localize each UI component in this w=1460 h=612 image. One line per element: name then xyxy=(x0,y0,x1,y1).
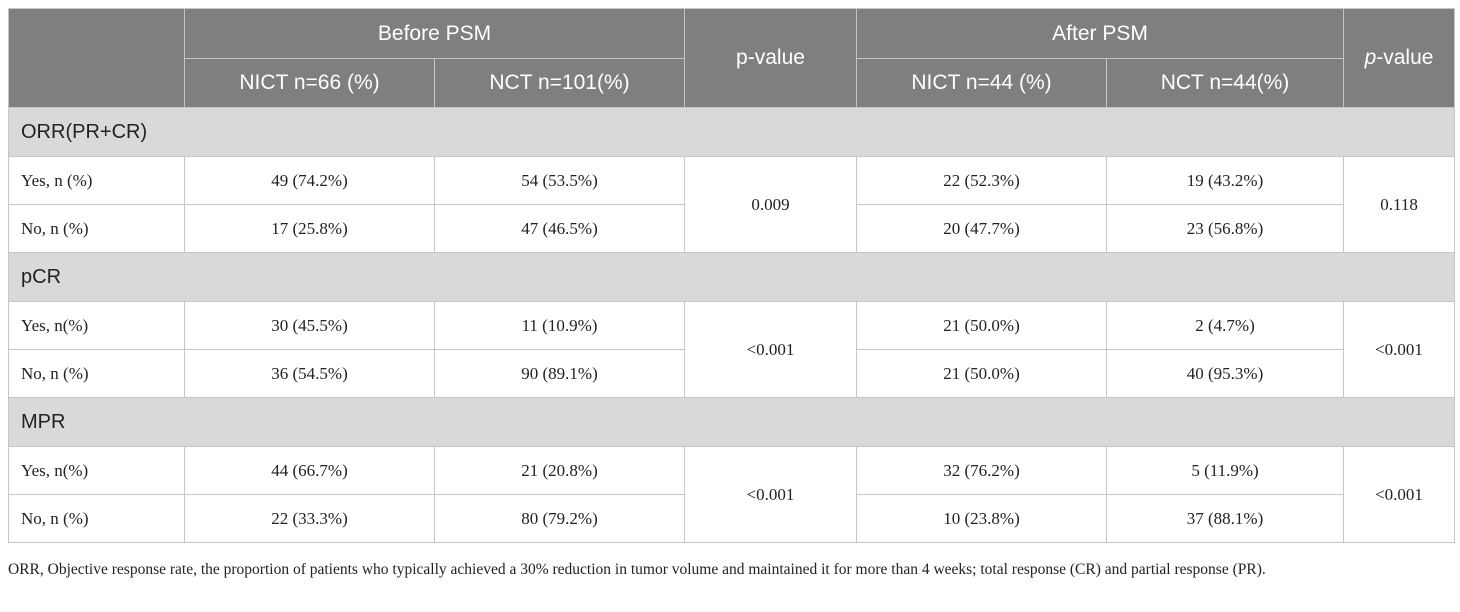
cell-nict-before: 49 (74.2%) xyxy=(184,156,435,205)
cell-nict-before: 44 (66.7%) xyxy=(184,446,435,495)
section-row-orr: ORR(PR+CR) xyxy=(7,107,1456,157)
table-row: No, n (%) 22 (33.3%) 80 (79.2%) 10 (23.8… xyxy=(8,494,1455,543)
table-row: No, n (%) 36 (54.5%) 90 (89.1%) 21 (50.0… xyxy=(8,349,1455,398)
header-p-value-after: p-value xyxy=(1343,8,1456,108)
table-footnote: ORR, Objective response rate, the propor… xyxy=(8,561,1266,578)
cell-p-value-before: <0.001 xyxy=(684,446,857,543)
cell-nct-before: 90 (89.1%) xyxy=(434,349,685,398)
cell-nct-after: 2 (4.7%) xyxy=(1105,301,1345,350)
table-row: Yes, n(%) 44 (66.7%) 21 (20.8%) <0.001 3… xyxy=(8,446,1456,543)
cell-nct-before: 21 (20.8%) xyxy=(434,446,685,495)
table-header: Before PSM p-value After PSM p-value NIC… xyxy=(8,8,1456,108)
cell-nct-after: 37 (88.1%) xyxy=(1105,494,1345,543)
header-p-value-before: p-value xyxy=(684,8,857,108)
cell-nict-after: 21 (50.0%) xyxy=(856,301,1107,350)
cell-nct-before: 80 (79.2%) xyxy=(434,494,685,543)
header-after-psm: After PSM xyxy=(855,8,1345,59)
table-row: Yes, n(%) 30 (45.5%) 11 (10.9%) <0.001 2… xyxy=(8,301,1456,398)
cell-p-value-before: 0.009 xyxy=(684,156,857,253)
cell-p-value-before: <0.001 xyxy=(684,301,857,398)
header-before-psm: Before PSM xyxy=(184,8,685,59)
cell-nct-after: 23 (56.8%) xyxy=(1105,204,1345,253)
cell-nct-before: 54 (53.5%) xyxy=(434,156,685,205)
cell-nict-after: 20 (47.7%) xyxy=(856,204,1107,253)
cell-nict-after: 22 (52.3%) xyxy=(856,156,1107,205)
header-blank-cell xyxy=(8,8,185,108)
p-value-rest-text: -value xyxy=(1376,46,1434,69)
cell-nct-after: 40 (95.3%) xyxy=(1105,349,1345,398)
row-label: No, n (%) xyxy=(8,349,185,398)
row-label: Yes, n(%) xyxy=(8,446,185,495)
section-title: MPR xyxy=(7,397,1456,447)
cell-nct-after: 5 (11.9%) xyxy=(1105,446,1345,495)
cell-nict-before: 22 (33.3%) xyxy=(184,494,435,543)
row-label: No, n (%) xyxy=(8,494,185,543)
row-label: Yes, n (%) xyxy=(8,156,185,205)
header-nict-before: NICT n=66 (%) xyxy=(184,58,435,108)
section-title: ORR(PR+CR) xyxy=(7,107,1456,157)
cell-nct-before: 47 (46.5%) xyxy=(434,204,685,253)
header-nct-after: NCT n=44(%) xyxy=(1105,58,1345,108)
cell-p-value-after: <0.001 xyxy=(1343,446,1456,543)
header-nct-before: NCT n=101(%) xyxy=(434,58,685,108)
table-row: Yes, n (%) 49 (74.2%) 54 (53.5%) 0.009 2… xyxy=(8,156,1456,253)
cell-nct-before: 11 (10.9%) xyxy=(434,301,685,350)
header-nict-after: NICT n=44 (%) xyxy=(856,58,1107,108)
cell-nict-after: 10 (23.8%) xyxy=(856,494,1107,543)
cell-p-value-after: <0.001 xyxy=(1343,301,1456,398)
cell-nict-before: 17 (25.8%) xyxy=(184,204,435,253)
section-row-mpr: MPR xyxy=(7,397,1456,447)
section-row-pcr: pCR xyxy=(7,252,1456,302)
cell-nct-after: 19 (43.2%) xyxy=(1105,156,1345,205)
row-label: Yes, n(%) xyxy=(8,301,185,350)
cell-p-value-after: 0.118 xyxy=(1343,156,1456,253)
table-body: ORR(PR+CR) Yes, n (%) 49 (74.2%) 54 (53.… xyxy=(7,107,1456,543)
cell-nict-after: 32 (76.2%) xyxy=(856,446,1107,495)
row-label: No, n (%) xyxy=(8,204,185,253)
results-table: Before PSM p-value After PSM p-value NIC… xyxy=(7,8,1456,543)
table-row: No, n (%) 17 (25.8%) 47 (46.5%) 20 (47.7… xyxy=(8,204,1455,253)
cell-nict-after: 21 (50.0%) xyxy=(856,349,1107,398)
cell-nict-before: 30 (45.5%) xyxy=(184,301,435,350)
section-title: pCR xyxy=(7,252,1456,302)
p-italic-text: p xyxy=(1364,46,1377,69)
cell-nict-before: 36 (54.5%) xyxy=(184,349,435,398)
